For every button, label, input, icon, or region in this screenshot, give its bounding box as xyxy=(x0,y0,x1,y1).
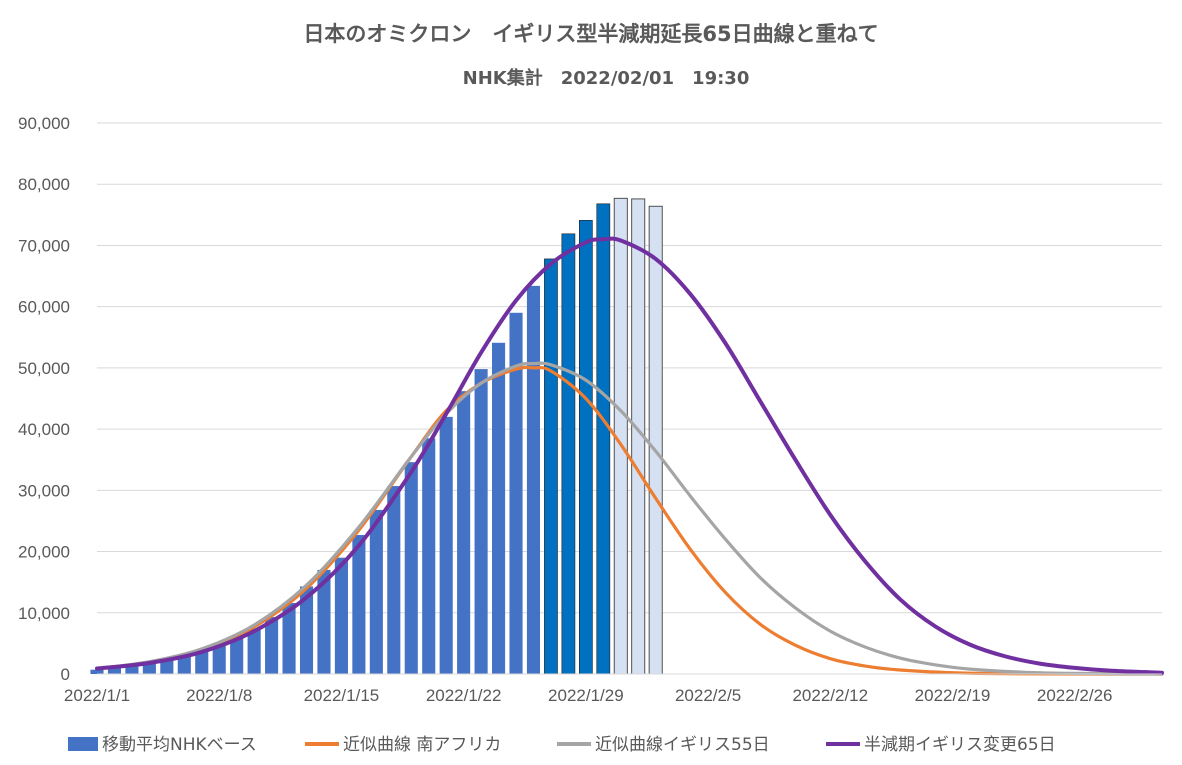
series-line xyxy=(95,361,1164,676)
y-tick-label: 90,000 xyxy=(18,114,70,133)
series-line xyxy=(95,236,1164,675)
bar xyxy=(544,258,558,675)
legend-label: 半減期イギリス変更65日 xyxy=(864,735,1056,755)
legend-swatch xyxy=(68,737,98,751)
x-tick-label: 2022/1/22 xyxy=(426,686,502,705)
bar xyxy=(317,569,331,674)
bar xyxy=(526,285,541,674)
legend-label: 移動平均NHKベース xyxy=(102,735,257,755)
y-tick-label: 80,000 xyxy=(18,175,70,194)
bar xyxy=(492,342,506,674)
x-tick-label: 2022/1/15 xyxy=(304,686,380,705)
bar xyxy=(177,656,191,674)
y-tick-label: 70,000 xyxy=(18,236,70,255)
y-tick-label: 30,000 xyxy=(18,481,70,500)
y-tick-label: 0 xyxy=(61,665,70,684)
x-tick-label: 2022/1/8 xyxy=(186,686,252,705)
x-tick-label: 2022/2/26 xyxy=(1037,686,1113,705)
bar xyxy=(107,667,122,674)
legend: 移動平均NHKベース 近似曲線 南アフリカ 近似曲線イギリス55日 半減期イギリス変更… xyxy=(68,735,1056,755)
x-tick-label: 2022/2/5 xyxy=(675,686,741,705)
bar xyxy=(457,391,471,674)
bar xyxy=(334,557,348,674)
bar xyxy=(596,203,611,675)
y-tick-label: 10,000 xyxy=(18,604,70,623)
bar xyxy=(265,617,279,674)
gridlines xyxy=(97,122,1162,614)
bar xyxy=(230,637,244,674)
bar xyxy=(160,660,174,674)
y-axis-ticks: 0 10,000 20,000 30,000 40,000 50,000 60,000 70,… xyxy=(18,114,70,684)
bar xyxy=(369,509,383,674)
chart-subtitle: NHK集計 2022/02/01 19:30 xyxy=(463,67,750,89)
bar xyxy=(579,220,593,675)
bar xyxy=(195,651,209,674)
bar xyxy=(125,666,139,674)
legend-label: 近似曲線イギリス55日 xyxy=(595,735,770,755)
x-axis-ticks: 2022/1/1 2022/1/8 2022/1/15 2022/1/22 2022/1… xyxy=(64,686,1113,705)
x-tick-label: 2022/1/29 xyxy=(548,686,624,705)
x-tick-label: 2022/2/19 xyxy=(915,686,991,705)
y-tick-label: 20,000 xyxy=(18,543,70,562)
x-tick-label: 2022/1/1 xyxy=(64,686,130,705)
bar xyxy=(648,205,663,675)
bar xyxy=(474,369,488,674)
bar xyxy=(561,233,576,675)
chart-title: 日本のオミクロン イギリス型半減期延長65日曲線と重ねて xyxy=(303,22,878,46)
bar xyxy=(282,602,296,674)
y-tick-label: 60,000 xyxy=(18,298,70,317)
bar xyxy=(299,586,314,674)
bar xyxy=(509,312,523,674)
legend-label: 近似曲線 南アフリカ xyxy=(343,735,501,755)
bar xyxy=(387,486,401,674)
y-tick-label: 40,000 xyxy=(18,420,70,439)
bar xyxy=(404,462,418,674)
y-tick-label: 50,000 xyxy=(18,359,70,378)
x-tick-label: 2022/2/12 xyxy=(792,686,868,705)
bar xyxy=(212,645,226,674)
bar xyxy=(439,416,453,674)
line-series xyxy=(95,236,1164,676)
bar xyxy=(422,438,436,674)
bar xyxy=(142,663,156,674)
bar xyxy=(247,628,261,674)
series-line xyxy=(95,365,1164,676)
bar-series xyxy=(90,197,663,675)
bar xyxy=(352,535,366,674)
bar xyxy=(90,669,104,674)
